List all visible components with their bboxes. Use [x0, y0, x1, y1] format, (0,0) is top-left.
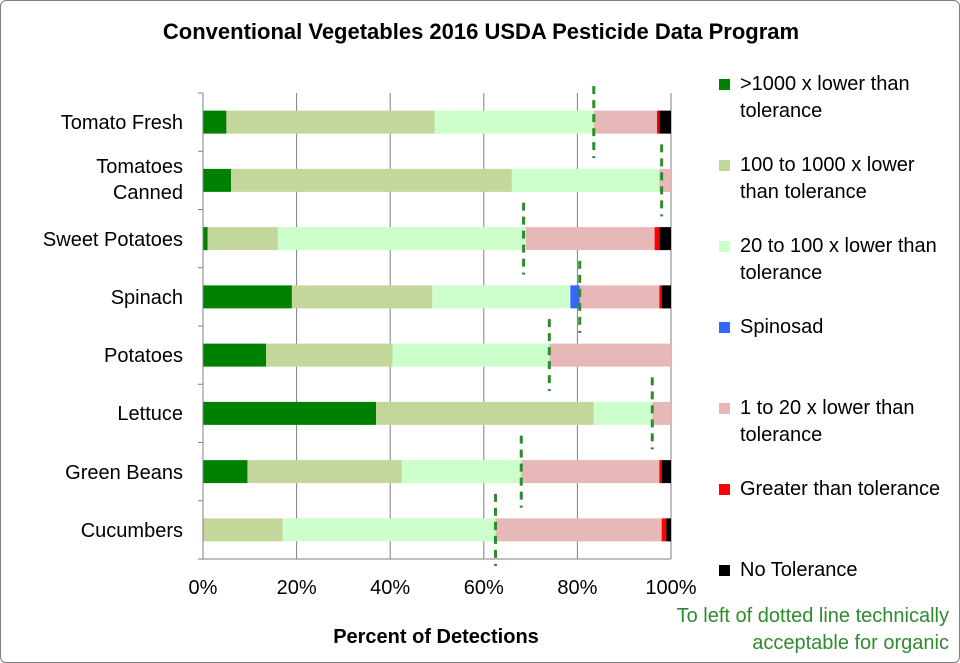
chart-title: Conventional Vegetables 2016 USDA Pestic…	[162, 19, 800, 44]
bar-segment	[654, 227, 660, 251]
bar-segment	[659, 110, 671, 134]
bar-segment	[203, 401, 377, 425]
legend-label: Spinosad	[740, 316, 824, 338]
legend-label: 20 to 100 x lower than tolerance	[740, 235, 937, 284]
legend-swatch	[719, 79, 730, 90]
legend-swatch	[719, 160, 730, 171]
y-tick-label: Tomatoes Canned	[96, 156, 183, 205]
y-tick-label: Spinach	[110, 286, 183, 309]
bar-segment	[659, 285, 662, 309]
bar-segment	[659, 460, 662, 484]
bar-segment	[666, 518, 671, 542]
y-tick-label: Green Beans	[65, 461, 183, 484]
legend-label: Greater than tolerance	[740, 478, 941, 500]
bar-segment	[659, 227, 671, 251]
legend-label: 100 to 1000 x lower than tolerance	[740, 154, 915, 203]
bar-segment	[277, 227, 526, 251]
bar-segment	[203, 460, 248, 484]
legend-swatch	[719, 565, 730, 576]
x-tick-label: 0%	[188, 577, 218, 599]
bar-segment	[207, 227, 278, 251]
bar-segment	[203, 285, 292, 309]
bar-segment	[247, 460, 402, 484]
bar-segment	[226, 110, 435, 134]
x-axis-title: Percent of Detections	[333, 626, 539, 648]
bar-segment	[521, 460, 660, 484]
legend-label: >1000 x lower than tolerance	[740, 73, 910, 122]
bar-segment	[495, 518, 662, 542]
bar-segment	[579, 285, 660, 309]
legend-label: No Tolerance	[740, 559, 858, 581]
bar-segment	[549, 343, 671, 367]
x-tick-label: 40%	[370, 577, 411, 599]
bar-segment	[434, 110, 594, 134]
bar-segment	[203, 227, 208, 251]
x-tick-label: 80%	[557, 577, 598, 599]
x-tick-label: 20%	[276, 577, 317, 599]
bar-segment	[266, 343, 393, 367]
x-tick-label: 60%	[463, 577, 504, 599]
y-tick-label: Cucumbers	[80, 519, 183, 542]
bar-segment	[593, 401, 653, 425]
bar-segment	[282, 518, 496, 542]
legend-swatch	[719, 403, 730, 414]
bar-segment	[203, 168, 232, 192]
bar-segment	[659, 168, 671, 192]
bar-segment	[652, 401, 671, 425]
x-tick-label: 100%	[645, 577, 697, 599]
bar-segment	[511, 168, 660, 192]
legend-swatch	[719, 241, 730, 252]
bar-segment	[376, 401, 594, 425]
bar-segment	[661, 285, 671, 309]
bar-segment	[231, 168, 512, 192]
legend-swatch	[719, 484, 730, 495]
bar-segment	[203, 343, 267, 367]
y-tick-label: Tomato Fresh	[60, 112, 183, 135]
bar-segment	[570, 285, 580, 309]
y-tick-label: Lettuce	[117, 403, 183, 426]
legend-label: 1 to 20 x lower than tolerance	[740, 397, 915, 446]
bar-segment	[656, 110, 660, 134]
bar-segment	[291, 285, 433, 309]
organic-note: To left of dotted line technically accep…	[676, 605, 949, 654]
bar-segment	[593, 110, 657, 134]
bar-segment	[432, 285, 571, 309]
y-tick-label: Potatoes	[104, 345, 183, 368]
bar-segment	[203, 110, 227, 134]
bar-segment	[392, 343, 550, 367]
bar-segment	[661, 518, 667, 542]
bar-segment	[525, 227, 655, 251]
bar-segment	[203, 518, 283, 542]
bar-segment	[401, 460, 522, 484]
y-tick-label: Sweet Potatoes	[42, 228, 183, 251]
bar-segment	[661, 460, 671, 484]
legend-swatch	[719, 322, 730, 333]
